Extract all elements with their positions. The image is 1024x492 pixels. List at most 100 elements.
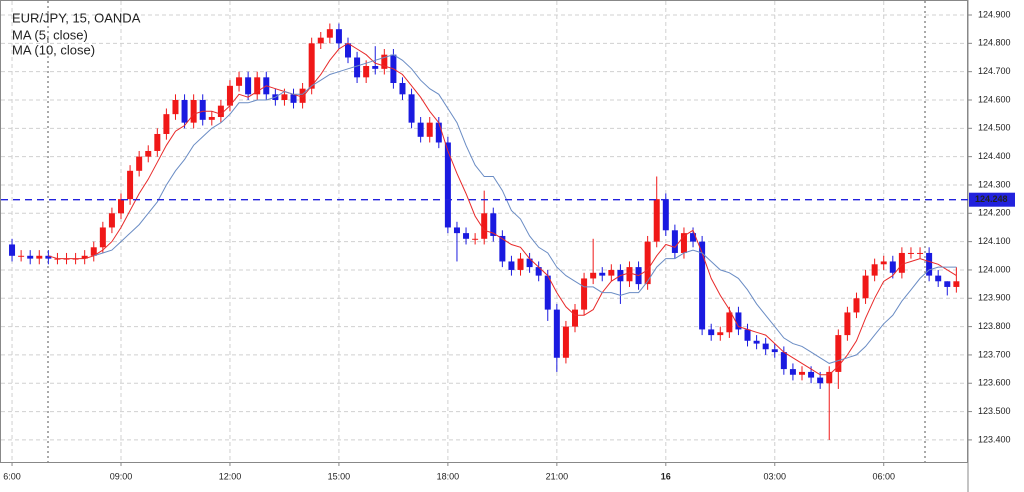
candle-body (680, 233, 687, 253)
y-tick-label: 124.000 (978, 264, 1011, 274)
candle-body (217, 105, 224, 117)
candle-body (99, 227, 106, 248)
candle-body (735, 312, 742, 330)
y-tick-label: 124.800 (978, 38, 1011, 48)
candle-body (572, 309, 578, 327)
candle-body (118, 199, 124, 214)
candle-body (417, 122, 424, 137)
x-tick-label: 09:00 (110, 471, 133, 481)
candle-body (826, 371, 833, 384)
candle-body (245, 77, 252, 95)
candle-body (871, 264, 878, 276)
candle-body (917, 252, 924, 254)
candle-body (254, 77, 261, 95)
candle-body (771, 349, 778, 353)
candle-body (953, 281, 960, 287)
marks (9, 23, 960, 440)
price-label-box (969, 192, 1015, 207)
candle-body (453, 227, 460, 234)
candle-body (290, 94, 297, 103)
candle-body (690, 233, 697, 242)
candle-body (299, 88, 306, 103)
y-tick-label: 124.600 (978, 94, 1011, 104)
candle-body (90, 247, 97, 256)
candle-body (517, 258, 524, 270)
candle-body (553, 309, 560, 358)
y-tick-label: 124.400 (978, 151, 1011, 161)
y-tick-label: 124.300 (978, 179, 1011, 189)
candle-body (163, 114, 170, 134)
candle-body (363, 66, 370, 78)
x-tick-label: 6:00 (3, 471, 21, 481)
candle-body (835, 335, 842, 372)
candle-body (108, 213, 115, 228)
candle-body (935, 275, 942, 282)
candle-body (18, 255, 25, 257)
candle-body (199, 99, 206, 120)
candle-body (481, 213, 488, 239)
candle-body (608, 269, 615, 276)
candle-body (590, 272, 597, 279)
candle-body (499, 235, 506, 262)
candle-body (444, 142, 451, 228)
candle-body (335, 29, 342, 44)
candle-body (399, 82, 406, 95)
x-tick-label: 18:00 (437, 471, 460, 481)
candle-body (944, 281, 951, 287)
candle-body (181, 99, 188, 123)
candle-body (27, 255, 34, 259)
candle-body (372, 66, 379, 69)
candle-body (308, 43, 315, 89)
candle-body (853, 298, 860, 313)
candle-body (726, 312, 733, 333)
y-tick-label: 123.400 (978, 434, 1011, 444)
ma-line (93, 54, 957, 364)
candle-body (898, 252, 905, 273)
candle-body (653, 199, 660, 242)
candle-body (154, 133, 161, 151)
candle-body (753, 340, 760, 344)
candle-body (381, 54, 388, 69)
legend-label: MA (10, close) (12, 42, 95, 57)
candle-body (789, 369, 796, 375)
candle-body (708, 329, 715, 336)
candle-body (562, 326, 569, 358)
candle-body (136, 156, 143, 171)
candle-body (408, 94, 415, 123)
y-tick-label: 123.500 (978, 406, 1011, 416)
candle-body (72, 258, 79, 260)
candle-body (354, 57, 361, 78)
candle-body (926, 252, 933, 276)
chart-title: EUR/JPY, 15, OANDA (12, 10, 141, 25)
candle-body (236, 77, 243, 86)
candle-body (63, 258, 70, 260)
candle-body (762, 343, 769, 350)
legend-label: MA (5, close) (12, 27, 88, 42)
x-tick-label: 21:00 (546, 471, 569, 481)
candle-body (844, 312, 851, 336)
y-tick-label: 124.900 (978, 9, 1011, 19)
candle-body (54, 258, 61, 260)
candle-body (281, 94, 288, 100)
candle-body (808, 371, 815, 378)
y-tick-label: 123.700 (978, 349, 1011, 359)
candle-body (671, 230, 678, 253)
candle-body (172, 99, 179, 115)
grid (1, 1, 967, 462)
candle-body (662, 199, 669, 231)
y-tick-label: 124.700 (978, 66, 1011, 76)
candle-body (799, 371, 805, 375)
y-tick-label: 123.600 (978, 378, 1011, 388)
candle-body (145, 150, 152, 157)
candle-body (208, 116, 215, 120)
candle-body (581, 278, 588, 310)
candle-body (817, 377, 824, 384)
candle-body (190, 99, 197, 123)
ma-line (48, 42, 957, 376)
candle-body (127, 170, 134, 200)
candle-body (326, 29, 333, 38)
candle-body (907, 252, 914, 254)
candle-body (862, 275, 869, 299)
y-tick-label: 124.500 (978, 123, 1011, 133)
